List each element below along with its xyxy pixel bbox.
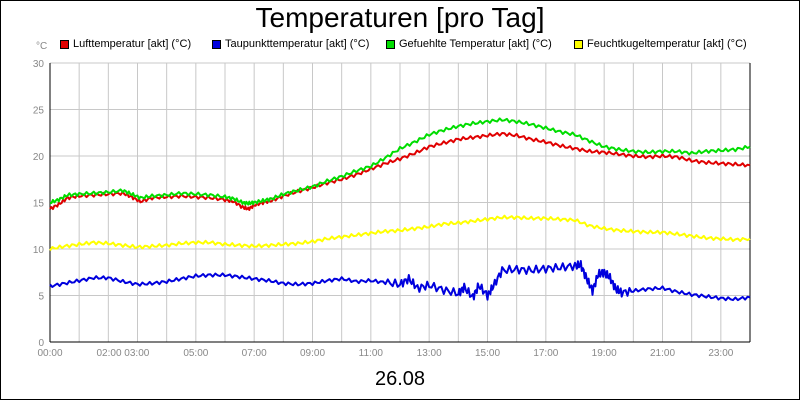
x-tick-label: 15:00 xyxy=(475,348,500,359)
legend-swatch xyxy=(574,39,583,49)
x-tick-label: 09:00 xyxy=(300,348,325,359)
x-tick-label: 23:00 xyxy=(708,348,733,359)
x-tick-label: 13:00 xyxy=(417,348,442,359)
y-tick-label: 15 xyxy=(33,199,45,210)
y-tick-label: 5 xyxy=(38,292,44,303)
y-tick-label: 0 xyxy=(38,338,44,349)
y-tick-label: 30 xyxy=(33,59,45,70)
x-tick-label: 21:00 xyxy=(650,348,675,359)
legend-swatch xyxy=(60,39,69,49)
x-tick-label: 00:00 xyxy=(37,348,62,359)
legend-swatch xyxy=(212,39,221,49)
chart-title: Temperaturen [pro Tag] xyxy=(255,2,545,33)
legend-item: Lufttemperatur [akt] (°C) xyxy=(60,38,191,50)
series-layer xyxy=(49,117,751,302)
legend-item: Gefuehlte Temperatur [akt] (°C) xyxy=(386,38,552,50)
legend-label: Taupunkttemperatur [akt] (°C) xyxy=(225,38,370,50)
x-tick-label: 05:00 xyxy=(183,348,208,359)
y-axis-unit: °C xyxy=(36,41,48,52)
legend-label: Gefuehlte Temperatur [akt] (°C) xyxy=(399,38,552,50)
series-line xyxy=(49,214,751,252)
legend-label: Feuchtkugeltemperatur [akt] (°C) xyxy=(587,38,747,50)
legend-item: Feuchtkugeltemperatur [akt] (°C) xyxy=(574,38,747,50)
x-tick-label: 11:00 xyxy=(359,348,384,359)
legend-label: Lufttemperatur [akt] (°C) xyxy=(73,38,192,50)
x-tick-label: 19:00 xyxy=(592,348,617,359)
date-label: 26.08 xyxy=(374,368,426,390)
y-tick-label: 20 xyxy=(33,152,45,163)
x-tick-label: 07:00 xyxy=(242,348,267,359)
series-line xyxy=(49,260,751,302)
legend-swatch xyxy=(386,39,395,49)
x-tick-label: 02:00 03:00 xyxy=(97,348,150,359)
y-tick-label: 10 xyxy=(33,245,45,256)
series-line xyxy=(49,117,751,206)
x-axis-ticks: 00:00 02:00 03:00 05:00 07:00 09:00 11:00 13:0… xyxy=(37,348,733,359)
y-axis-ticks: 0 5 10 15 20 25 30 xyxy=(33,59,45,349)
x-tick-label: 17:00 xyxy=(533,348,558,359)
legend-item: Taupunkttemperatur [akt] (°C) xyxy=(212,38,369,50)
grid-layer xyxy=(49,62,751,343)
y-tick-label: 25 xyxy=(33,106,45,117)
